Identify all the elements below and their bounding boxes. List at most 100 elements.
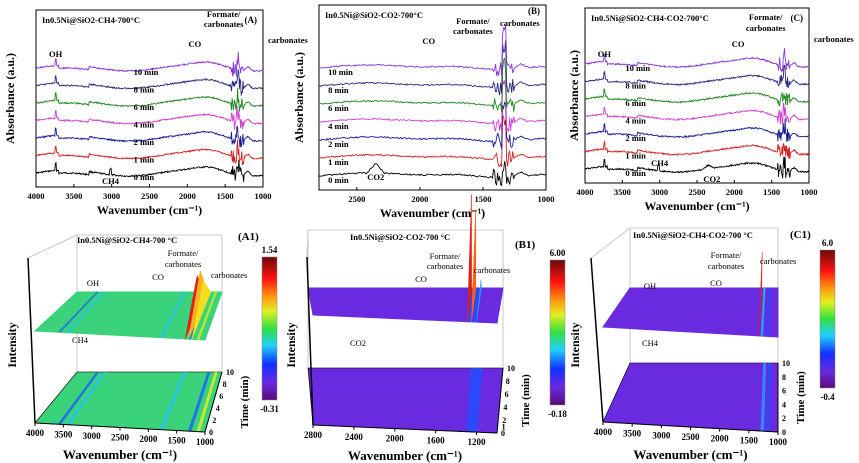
annotation-label: carbonates — [760, 256, 796, 266]
spectrum-line-4-min — [36, 105, 264, 130]
time-tick-label: 8 — [223, 380, 227, 389]
x-tick-label: 1500 — [740, 435, 759, 445]
annotation-label: Formate/ — [711, 250, 742, 260]
spectrum-line-2-min — [584, 118, 810, 143]
colorbar — [819, 249, 836, 389]
annotation-label: Formate/ — [168, 248, 199, 258]
annotation-label: carbonates — [814, 34, 854, 44]
annotation-label: carbonates — [708, 261, 744, 271]
annotation-label: carbonates — [453, 26, 493, 36]
series-label: 2 min — [134, 137, 155, 147]
plot-frame — [318, 4, 547, 191]
time-tick-label: 6 — [505, 390, 509, 399]
time-tick-label: 4 — [216, 404, 220, 413]
spectrum-line-8-min — [35, 69, 264, 96]
colorbar-min-label: -0.31 — [260, 404, 279, 414]
surface-band — [66, 292, 106, 333]
spectrum-line-4-min — [584, 102, 809, 125]
x-tick-label: 2400 — [345, 432, 364, 442]
chart-title: In0.5Ni@SiO2-CO2-700 °C — [350, 232, 450, 242]
x-tick-label: 1500 — [763, 187, 780, 197]
x-tick-label: 1000 — [538, 194, 555, 204]
time-tick-label: 4 — [782, 400, 786, 409]
series-label: 0 min — [134, 172, 155, 182]
spectrum-line-2-min — [35, 125, 264, 148]
x-axis-label: Wavenumber (cm⁻¹) — [63, 447, 177, 462]
annotation-label: carbonates — [474, 265, 510, 275]
chart-title: In0.5Ni@SiO2-CH4-700 °C — [77, 235, 177, 245]
annotation-label: CO2 — [367, 172, 384, 182]
colorbar-max-label: 6.0 — [822, 238, 834, 248]
series-label: 8 min — [328, 85, 349, 95]
annotation-label: CH4 — [651, 158, 669, 168]
intensity-surface — [602, 287, 779, 338]
x-tick-label: 2500 — [689, 187, 706, 197]
plot-frame — [584, 7, 810, 184]
x-tick-label: 2000 — [726, 187, 743, 197]
surface-band — [196, 292, 218, 340]
intensity-axis-label: Intensity — [568, 322, 582, 367]
spectrum-line-6-min — [35, 88, 264, 112]
time-axis-label: Time (min) — [795, 371, 807, 424]
x-tick-label: 2000 — [711, 434, 730, 444]
series-label: 2 min — [328, 139, 349, 149]
time-axis-label: Time (min) — [239, 375, 251, 428]
x-tick-label: 1000 — [255, 191, 272, 201]
x-tick-label: 3000 — [651, 187, 668, 197]
series-label: 4 min — [134, 120, 155, 130]
series-label: 4 min — [328, 121, 349, 131]
floor-band — [188, 372, 211, 432]
side-wall-edge — [27, 234, 78, 259]
x-tick-label: 1500 — [474, 194, 491, 204]
chart-title: In0.5Ni@SiO2-CH4-700°C — [42, 15, 140, 25]
spectrum-line-2-min — [318, 101, 547, 149]
surface-peak — [761, 286, 766, 337]
series-label: 2 min — [625, 133, 646, 143]
series-label: 1 min — [625, 151, 646, 161]
x-tick-label: 3500 — [623, 429, 642, 439]
time-tick-label: 4 — [503, 403, 507, 412]
annotation-label: CO2 — [703, 174, 720, 184]
floor-band — [766, 363, 772, 432]
colorbar-max-label: 1.54 — [262, 245, 278, 255]
panel-label: (B1) — [515, 239, 536, 251]
time-tick-label: 6 — [219, 392, 223, 401]
surface-peak — [467, 194, 472, 322]
x-tick-label: 2000 — [386, 434, 405, 444]
floor-band — [760, 363, 767, 432]
x-tick-label: 4000 — [594, 427, 613, 437]
y-axis-label: Absorbance (a.u.) — [292, 52, 306, 143]
time-tick-label: 0 — [501, 429, 505, 438]
spectrum-line-8-min — [584, 64, 809, 89]
time-axis — [204, 371, 223, 433]
x-tick-label: 1000 — [196, 437, 215, 447]
annotation-label: CO2 — [350, 338, 366, 348]
annotation-label: carbonates — [500, 18, 540, 28]
spectrum-line-0-min — [584, 156, 810, 179]
annotation-label: Formate/ — [207, 9, 241, 19]
series-label: 6 min — [328, 103, 349, 113]
x-tick-label: 2500 — [141, 191, 158, 201]
surface-peak — [471, 209, 477, 322]
intensity-surface — [307, 287, 504, 324]
time-tick-label: 2 — [212, 416, 216, 425]
floor-projection — [602, 362, 779, 433]
chart-panel-b: 0 min 1 min 2 min 4 min 6 min 8 min 10 min 2500… — [292, 4, 555, 220]
floor-band — [196, 372, 218, 432]
intensity-axis — [27, 257, 36, 424]
side-wall-edge — [306, 229, 309, 258]
spectrum-line-0-min — [35, 159, 264, 182]
x-tick-label: 3000 — [83, 431, 102, 441]
annotation-label: CO — [189, 39, 202, 49]
time-tick-label: 0 — [782, 428, 786, 437]
floor-band — [57, 372, 100, 425]
x-tick-label: 2500 — [348, 194, 365, 204]
time-tick-label: 6 — [782, 387, 786, 396]
series-label: 6 min — [625, 98, 646, 108]
panel-label: (C1) — [790, 229, 811, 241]
annotation-label: OH — [598, 49, 612, 59]
time-tick-label: 10 — [782, 359, 790, 368]
intensity-axis — [590, 257, 604, 423]
